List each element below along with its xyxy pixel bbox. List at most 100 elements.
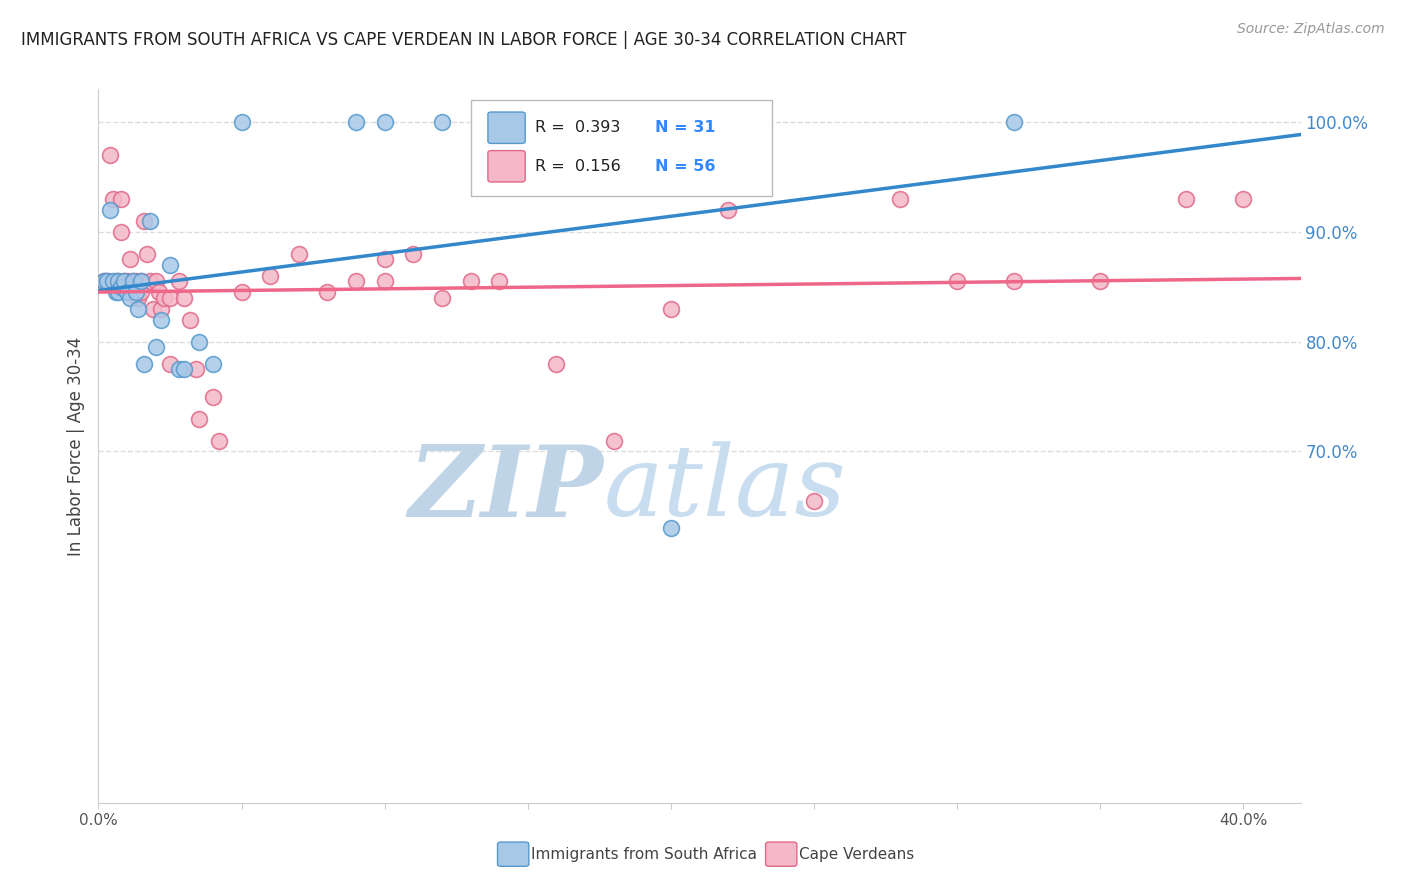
- Point: [546, 357, 568, 371]
- Point: [288, 247, 311, 261]
- Point: [134, 214, 156, 228]
- Point: [316, 285, 339, 300]
- Text: R =  0.156: R = 0.156: [534, 159, 620, 174]
- Point: [159, 291, 181, 305]
- Point: [101, 192, 124, 206]
- Point: [96, 274, 118, 288]
- Point: [93, 274, 115, 288]
- Point: [173, 362, 195, 376]
- Text: R =  0.393: R = 0.393: [534, 120, 620, 136]
- Text: N = 56: N = 56: [655, 159, 716, 174]
- Point: [153, 291, 176, 305]
- Point: [488, 274, 510, 288]
- Point: [179, 312, 201, 326]
- Point: [142, 301, 165, 316]
- FancyBboxPatch shape: [488, 112, 526, 144]
- Point: [110, 280, 132, 294]
- Point: [110, 225, 132, 239]
- Point: [150, 312, 173, 326]
- Point: [124, 285, 146, 300]
- Point: [93, 274, 115, 288]
- Point: [344, 115, 367, 129]
- Point: [118, 291, 141, 305]
- Point: [121, 274, 143, 288]
- Point: [1175, 192, 1198, 206]
- Point: [145, 274, 167, 288]
- Point: [115, 285, 138, 300]
- Point: [803, 494, 825, 508]
- Point: [946, 274, 969, 288]
- Point: [1002, 274, 1025, 288]
- Point: [131, 274, 153, 288]
- Point: [167, 274, 190, 288]
- Point: [139, 274, 162, 288]
- Point: [187, 411, 209, 425]
- Point: [134, 357, 156, 371]
- Point: [107, 274, 129, 288]
- Point: [231, 285, 253, 300]
- Point: [184, 362, 207, 376]
- Point: [208, 434, 231, 448]
- Point: [104, 285, 127, 300]
- Point: [145, 340, 167, 354]
- Point: [231, 115, 253, 129]
- Point: [136, 247, 159, 261]
- Point: [115, 285, 138, 300]
- Point: [659, 521, 682, 535]
- Point: [101, 274, 124, 288]
- Point: [159, 357, 181, 371]
- Point: [118, 252, 141, 267]
- Point: [128, 291, 150, 305]
- Point: [201, 390, 224, 404]
- Point: [124, 274, 146, 288]
- Point: [173, 291, 195, 305]
- Point: [259, 268, 281, 283]
- Point: [131, 274, 153, 288]
- FancyBboxPatch shape: [498, 842, 529, 866]
- Text: Immigrants from South Africa: Immigrants from South Africa: [531, 847, 758, 862]
- Point: [96, 274, 118, 288]
- Point: [187, 334, 209, 349]
- Point: [1232, 192, 1254, 206]
- Point: [430, 115, 453, 129]
- Point: [110, 192, 132, 206]
- Point: [128, 301, 150, 316]
- Point: [139, 214, 162, 228]
- Point: [374, 274, 396, 288]
- Point: [131, 285, 153, 300]
- Point: [115, 274, 138, 288]
- Point: [148, 285, 170, 300]
- Point: [98, 148, 121, 162]
- Point: [717, 202, 740, 217]
- Text: Source: ZipAtlas.com: Source: ZipAtlas.com: [1237, 22, 1385, 37]
- Point: [374, 115, 396, 129]
- Point: [602, 434, 624, 448]
- Point: [889, 192, 911, 206]
- Point: [112, 274, 135, 288]
- Text: IMMIGRANTS FROM SOUTH AFRICA VS CAPE VERDEAN IN LABOR FORCE | AGE 30-34 CORRELAT: IMMIGRANTS FROM SOUTH AFRICA VS CAPE VER…: [21, 31, 907, 49]
- Point: [374, 252, 396, 267]
- Point: [112, 274, 135, 288]
- Point: [150, 301, 173, 316]
- Point: [107, 274, 129, 288]
- Point: [430, 291, 453, 305]
- FancyBboxPatch shape: [488, 151, 526, 182]
- Text: Cape Verdeans: Cape Verdeans: [799, 847, 914, 862]
- Point: [121, 274, 143, 288]
- Point: [98, 202, 121, 217]
- Text: ZIP: ZIP: [408, 441, 603, 537]
- FancyBboxPatch shape: [766, 842, 797, 866]
- Point: [659, 301, 682, 316]
- Point: [167, 362, 190, 376]
- Point: [201, 357, 224, 371]
- Point: [107, 285, 129, 300]
- Text: N = 31: N = 31: [655, 120, 716, 136]
- Point: [159, 258, 181, 272]
- Point: [1002, 115, 1025, 129]
- Point: [344, 274, 367, 288]
- Point: [104, 274, 127, 288]
- Point: [402, 247, 425, 261]
- Text: atlas: atlas: [603, 442, 846, 536]
- Y-axis label: In Labor Force | Age 30-34: In Labor Force | Age 30-34: [66, 336, 84, 556]
- Point: [488, 148, 510, 162]
